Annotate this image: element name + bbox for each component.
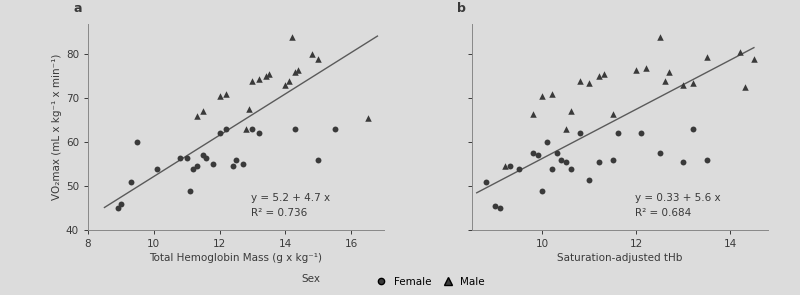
Point <box>292 67 305 72</box>
Point <box>654 35 666 39</box>
Point <box>124 179 137 184</box>
Point <box>654 151 666 155</box>
Point <box>559 127 572 131</box>
Point <box>312 158 325 162</box>
Point <box>611 131 624 136</box>
Point <box>559 160 572 164</box>
Point <box>150 166 163 171</box>
Point <box>701 54 714 59</box>
Point <box>289 70 302 74</box>
Point <box>677 160 690 164</box>
Point <box>597 72 610 76</box>
Point <box>630 67 643 72</box>
Point <box>246 127 259 131</box>
Point <box>190 114 203 118</box>
Point <box>536 94 549 99</box>
Point <box>289 127 302 131</box>
Point <box>253 76 266 81</box>
Point <box>174 155 186 160</box>
Text: y = 5.2 + 4.7 x
R² = 0.736: y = 5.2 + 4.7 x R² = 0.736 <box>251 193 330 218</box>
Point <box>279 83 292 88</box>
Point <box>206 162 219 167</box>
Point <box>663 70 676 74</box>
Point <box>180 155 193 160</box>
Point <box>541 140 554 145</box>
Point <box>312 56 325 61</box>
Text: y = 0.33 + 5.6 x
R² = 0.684: y = 0.33 + 5.6 x R² = 0.684 <box>635 193 721 218</box>
Point <box>536 188 549 193</box>
Text: a: a <box>74 2 82 15</box>
Point <box>734 50 746 55</box>
Point <box>246 78 259 83</box>
Point <box>259 74 272 79</box>
Point <box>583 81 596 85</box>
Point <box>550 151 563 155</box>
Point <box>513 166 526 171</box>
Point <box>494 206 506 211</box>
Point <box>503 164 516 169</box>
Y-axis label: VO₂max (mL x kg⁻¹ x min⁻¹): VO₂max (mL x kg⁻¹ x min⁻¹) <box>52 54 62 200</box>
Point <box>747 56 760 61</box>
Point <box>639 65 652 70</box>
Point <box>114 201 127 206</box>
X-axis label: Saturation-adjusted tHb: Saturation-adjusted tHb <box>558 253 682 263</box>
Point <box>593 160 606 164</box>
Point <box>200 155 213 160</box>
Point <box>226 164 239 169</box>
Point <box>220 127 233 131</box>
Point <box>282 78 295 83</box>
Point <box>230 158 242 162</box>
Point <box>555 158 568 162</box>
Point <box>183 188 196 193</box>
Point <box>738 85 751 90</box>
Point <box>701 158 714 162</box>
Point <box>574 131 586 136</box>
Point <box>526 111 539 116</box>
Point <box>564 166 577 171</box>
Point <box>131 140 144 145</box>
Point <box>197 153 210 158</box>
Point <box>480 179 493 184</box>
Point <box>306 52 318 57</box>
Point <box>677 83 690 88</box>
Point <box>593 74 606 79</box>
Point <box>531 153 544 158</box>
Point <box>546 91 558 96</box>
Point <box>658 78 671 83</box>
Point <box>564 109 577 114</box>
Point <box>239 127 252 131</box>
Point <box>213 94 226 99</box>
Point <box>220 91 233 96</box>
Point <box>236 162 249 167</box>
Point <box>686 81 699 85</box>
Point <box>190 164 203 169</box>
Point <box>213 131 226 136</box>
Point <box>286 35 298 39</box>
Point <box>606 158 619 162</box>
Point <box>262 72 275 76</box>
Point <box>526 151 539 155</box>
Point <box>253 131 266 136</box>
Text: Sex: Sex <box>301 274 320 284</box>
Point <box>686 127 699 131</box>
Point <box>606 111 619 116</box>
Point <box>634 131 647 136</box>
Point <box>574 78 586 83</box>
Point <box>328 127 341 131</box>
Point <box>489 204 502 208</box>
Text: b: b <box>458 2 466 15</box>
Point <box>583 177 596 182</box>
Point <box>187 166 200 171</box>
X-axis label: Total Hemoglobin Mass (g x kg⁻¹): Total Hemoglobin Mass (g x kg⁻¹) <box>150 253 322 263</box>
Point <box>197 109 210 114</box>
Point <box>242 107 255 112</box>
Legend: Female, Male: Female, Male <box>371 277 485 287</box>
Point <box>498 164 511 169</box>
Point <box>361 116 374 120</box>
Point <box>111 206 124 211</box>
Point <box>546 166 558 171</box>
